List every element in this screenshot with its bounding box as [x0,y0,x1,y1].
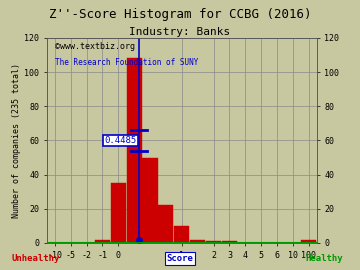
Bar [174,226,189,243]
Bar [301,239,316,243]
Bar [206,241,221,243]
Bar [111,183,126,243]
Text: The Research Foundation of SUNY: The Research Foundation of SUNY [55,58,198,67]
Text: Healthy: Healthy [305,254,343,263]
Text: ©www.textbiz.org: ©www.textbiz.org [55,42,135,51]
Bar [143,157,158,243]
Text: Score: Score [167,254,193,263]
Bar [127,58,142,243]
Text: Z''-Score Histogram for CCBG (2016): Z''-Score Histogram for CCBG (2016) [49,8,311,21]
Text: 0.4485: 0.4485 [104,136,136,145]
Text: Unhealthy: Unhealthy [12,254,60,263]
Bar [190,239,205,243]
Text: Industry: Banks: Industry: Banks [129,27,231,37]
Bar [222,241,237,243]
Y-axis label: Number of companies (235 total): Number of companies (235 total) [12,63,21,218]
Bar [158,205,174,243]
Bar [95,239,110,243]
